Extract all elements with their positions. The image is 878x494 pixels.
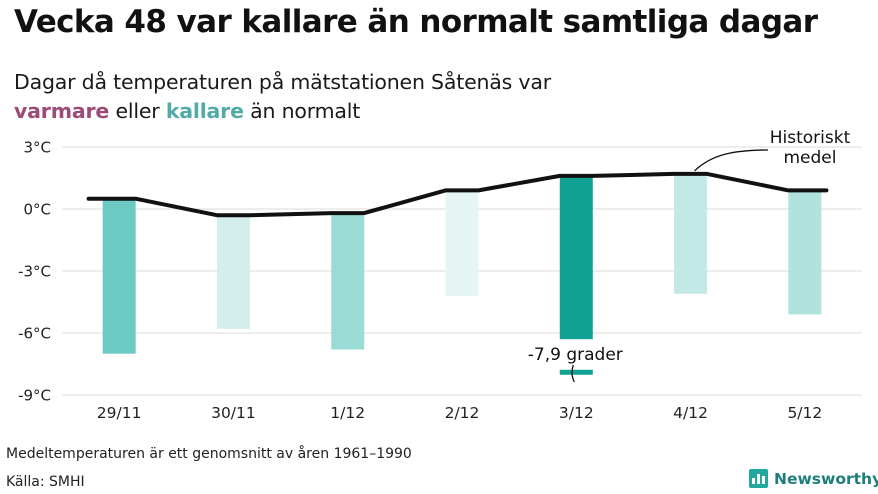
subtitle-line-2: varmare eller kallare än normalt — [14, 97, 551, 126]
brand-name: Newsworthy — [774, 469, 878, 488]
chart-subtitle: Dagar då temperaturen på mätstationen Så… — [14, 68, 551, 126]
bar-5/12 — [788, 190, 822, 315]
mean-line-group — [86, 171, 829, 218]
x-tick-label: 1/12 — [330, 404, 365, 422]
brand-logo: Newsworthy — [749, 469, 878, 488]
legend-warm-label: varmare — [14, 99, 110, 123]
y-tick-label: -9°C — [18, 387, 51, 405]
x-tick-label: 4/12 — [673, 404, 708, 422]
bar-end-3/12 — [559, 369, 593, 375]
annotation-mean-label: medel — [784, 148, 837, 168]
x-tick-label: 5/12 — [787, 404, 822, 422]
bars-group — [102, 173, 822, 375]
x-axis-labels: 29/11 30/11 1/12 2/12 3/12 4/12 5/12 — [97, 404, 822, 422]
y-tick-label: 3°C — [23, 139, 51, 157]
annotation-min-value: -7,9 grader — [528, 345, 623, 365]
annotation-leader-line — [571, 364, 575, 383]
y-tick-label: -6°C — [18, 325, 51, 343]
subtitle-line-1: Dagar då temperaturen på mätstationen Så… — [14, 70, 551, 94]
source-label: Källa: SMHI — [6, 474, 85, 490]
annotation-mean-label: Historiskt — [770, 128, 851, 148]
chart-gridlines — [62, 146, 862, 396]
temperature-chart: 3°C 0°C -3°C -6°C -9°C 29/11 30/11 1/12 2/12 3/1… — [18, 128, 862, 422]
bar-3/12 — [559, 175, 593, 340]
y-axis-labels: 3°C 0°C -3°C -6°C -9°C — [18, 139, 51, 405]
bar-29/11 — [102, 198, 136, 354]
x-tick-label: 3/12 — [559, 404, 594, 422]
x-tick-label: 30/11 — [211, 404, 256, 422]
legend-cold-label: kallare — [165, 99, 244, 123]
bar-1/12 — [331, 213, 365, 350]
mean-line — [86, 171, 829, 218]
subtitle-connector: eller — [109, 99, 166, 123]
bar-30/11 — [216, 215, 250, 329]
bar-4/12 — [674, 173, 708, 294]
subtitle-end: än normalt — [243, 99, 361, 123]
x-tick-label: 2/12 — [445, 404, 480, 422]
y-tick-label: 0°C — [23, 201, 51, 219]
x-tick-label: 29/11 — [97, 404, 142, 422]
newsworthy-logo-icon — [749, 469, 768, 488]
chart-title: Vecka 48 var kallare än normalt samtliga… — [14, 4, 818, 40]
bar-2/12 — [445, 190, 479, 296]
footnote: Medeltemperaturen är ett genomsnitt av å… — [6, 446, 412, 462]
annotation-mean-leader — [694, 149, 769, 172]
y-tick-label: -3°C — [18, 263, 51, 281]
